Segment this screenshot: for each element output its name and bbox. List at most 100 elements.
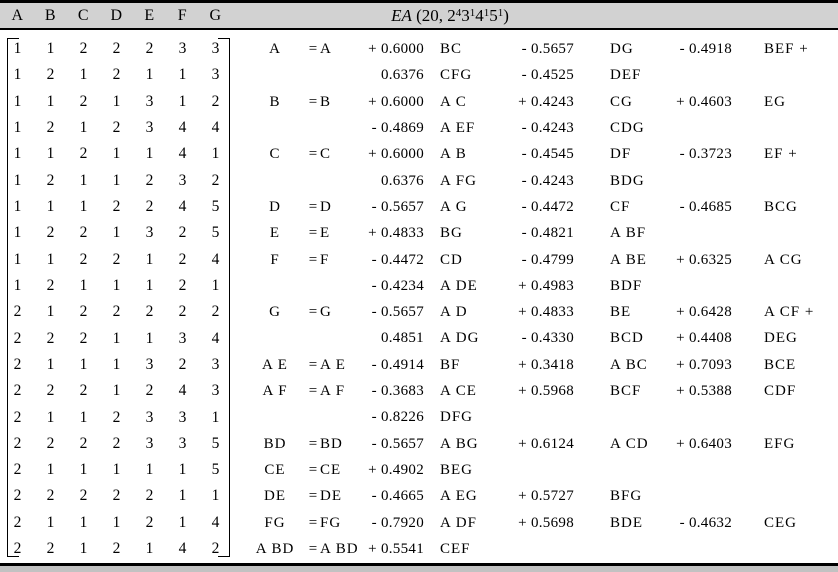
design-cell: 1: [13, 66, 22, 84]
design-row: 2 2 2 1 2 4 3: [1, 378, 232, 404]
alias-line: CE = CE + 0.4902 BEG: [244, 457, 838, 483]
design-cell: 2: [13, 303, 22, 321]
design-cell: 1: [178, 461, 187, 479]
alias-term-3: [732, 457, 838, 483]
design-cell: 2: [46, 171, 55, 189]
coefficient-1: 0.6376: [380, 172, 424, 189]
design-cell: 2: [79, 40, 88, 58]
equals-sign: =: [308, 356, 318, 373]
alias-rhs: BD: [320, 435, 343, 452]
title-segment: (20, 2: [411, 6, 456, 25]
design-row: 2 1 1 1 2 1 4: [1, 510, 232, 536]
coefficient-3: + 0.6403: [676, 435, 732, 452]
alias-term-3: CEG: [764, 514, 797, 531]
coefficient-1: - 0.3683: [371, 383, 424, 400]
coefficient-3: - 0.3723: [679, 146, 732, 163]
alias-term-3: EG: [764, 93, 786, 110]
coefficient-2: + 0.5727: [518, 488, 574, 505]
alias-lhs: [244, 115, 306, 141]
alias-term-2: CG: [610, 93, 633, 110]
design-cell: 2: [178, 355, 187, 373]
title-segment: ): [503, 6, 509, 25]
design-cell: 2: [79, 487, 88, 505]
design-cell: 2: [112, 303, 121, 321]
coefficient-2: - 0.5657: [521, 41, 574, 57]
alias-line: BD = BD - 0.5657 A BG + 0.6124 A CD + 0.6403 EFG: [244, 431, 838, 457]
design-cell: 2: [178, 224, 187, 242]
alias-term-1: CEF: [440, 540, 471, 557]
alias-lhs: DE: [264, 488, 286, 505]
design-row: 2 1 1 1 1 1 5: [1, 457, 232, 483]
coefficient-1: + 0.6000: [368, 146, 424, 163]
alias-rhs: DE: [320, 488, 342, 505]
title-segment: EA: [391, 6, 412, 25]
top-rule: [0, 0, 838, 3]
design-cell: 4: [178, 145, 187, 163]
alias-line: 0.6376 A FG - 0.4243 BDG: [244, 168, 838, 194]
design-cell: 3: [211, 355, 220, 373]
design-cell: 1: [145, 540, 154, 558]
alias-term-3: [732, 62, 838, 88]
alias-term-2: A BE: [610, 251, 647, 268]
coefficient-1: - 0.8226: [371, 409, 424, 426]
alias-term-3: [732, 168, 838, 194]
design-cell: 1: [112, 329, 121, 347]
alias-term-3: [732, 273, 838, 299]
alias-term-1: A B: [440, 146, 467, 163]
design-cell: 1: [145, 461, 154, 479]
alias-term-1: A C: [440, 93, 467, 110]
alias-lhs: E: [269, 225, 281, 242]
bottom-band: [0, 566, 838, 572]
column-header: C: [77, 6, 90, 24]
design-cell: 2: [46, 66, 55, 84]
bottom-rule: [0, 563, 838, 566]
design-cell: 2: [112, 66, 121, 84]
design-cell: 3: [145, 408, 154, 426]
alias-rhs: A BD: [320, 540, 359, 557]
alias-lhs: A: [269, 41, 281, 57]
design-cell: 1: [145, 66, 154, 84]
design-cell: 3: [211, 66, 220, 84]
matrix-bracket-left: [7, 38, 19, 557]
equals-sign: =: [308, 462, 318, 478]
alias-term-2: [574, 457, 650, 483]
alias-lhs: A E: [262, 356, 288, 373]
alias-term-2: [574, 536, 650, 562]
design-cell: 1: [13, 250, 22, 268]
alias-term-1: DFG: [440, 409, 474, 426]
design-cell: 1: [46, 303, 55, 321]
design-cell: 1: [145, 329, 154, 347]
equals-sign: =: [308, 435, 318, 452]
design-cell: 3: [178, 40, 187, 58]
alias-rhs: A F: [320, 383, 346, 400]
coefficient-3: [650, 168, 732, 194]
design-cell: 1: [46, 513, 55, 531]
alias-term-2: [574, 404, 650, 430]
design-cell: 1: [112, 355, 121, 373]
alias-term-1: CD: [440, 251, 463, 268]
alias-term-2: A CD: [610, 435, 649, 452]
coefficient-1: + 0.4833: [368, 225, 424, 242]
alias-term-3: DEG: [764, 330, 798, 347]
equals-sign: =: [308, 540, 318, 557]
equals-sign: =: [308, 514, 318, 531]
coefficient-3: [650, 62, 732, 88]
design-cell: 1: [112, 513, 121, 531]
alias-line: G = G - 0.5657 A D + 0.4833 BE + 0.6428 A CF +: [244, 299, 838, 325]
design-row: 2 2 2 2 3 3 5: [1, 431, 232, 457]
design-cell: 1: [112, 92, 121, 110]
alias-term-1: A G: [440, 198, 468, 215]
coefficient-3: [650, 115, 732, 141]
alias-term-2: DEF: [610, 67, 642, 84]
design-cell: 4: [178, 119, 187, 137]
alias-term-1: CFG: [440, 67, 473, 84]
design-cell: 2: [46, 434, 55, 452]
column-header: E: [144, 6, 155, 24]
design-cell: 1: [112, 276, 121, 294]
coefficient-1: + 0.5541: [368, 540, 424, 557]
alias-line: FG = FG - 0.7920 A DF + 0.5698 BDE - 0.4632 CEG: [244, 510, 838, 536]
coefficient-3: - 0.4632: [679, 514, 732, 531]
design-cell: 1: [13, 40, 22, 58]
coefficient-2: + 0.4243: [518, 93, 574, 110]
alias-term-1: BEG: [440, 462, 473, 478]
